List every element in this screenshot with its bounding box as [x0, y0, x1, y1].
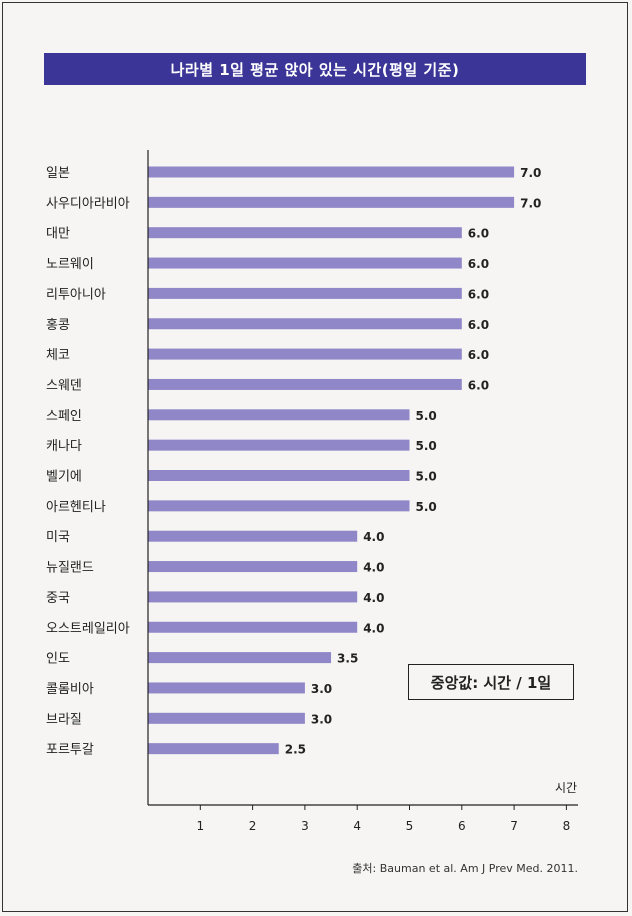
value-label: 4.0 [363, 591, 384, 605]
category-label: 미국 [46, 530, 70, 545]
category-label: 중국 [46, 591, 70, 606]
value-label: 7.0 [520, 166, 541, 180]
value-label: 6.0 [468, 348, 489, 362]
value-label: 4.0 [363, 621, 384, 635]
bar [148, 257, 462, 269]
bar [148, 682, 305, 694]
category-label: 뉴질랜드 [46, 561, 94, 576]
bar [148, 287, 462, 299]
x-tick-label: 7 [510, 819, 518, 833]
x-tick-label: 4 [353, 819, 361, 833]
chart-title: 나라별 1일 평균 앉아 있는 시간(평일 기준) [44, 53, 586, 85]
value-label: 7.0 [520, 196, 541, 210]
value-label: 6.0 [468, 318, 489, 332]
category-label: 체코 [46, 348, 70, 363]
bar [148, 166, 515, 178]
bar [148, 439, 410, 451]
x-tick-label: 1 [196, 819, 204, 833]
bar [148, 227, 462, 239]
bar [148, 591, 358, 603]
bar [148, 348, 462, 360]
x-tick-label: 6 [458, 819, 466, 833]
category-label: 아르헨티나 [46, 500, 106, 515]
value-label: 6.0 [468, 227, 489, 241]
value-labels-group: 7.0 7.0 6.0 6.0 6.0 6.0 6.0 6.0 5.0 5.0 5.0 5.0 4.0 4… [285, 166, 542, 757]
bar [148, 318, 462, 330]
category-label: 리투아니아 [46, 287, 106, 302]
x-axis-label: 시간 [555, 781, 577, 795]
source-citation: 출처: Bauman et al. Am J Prev Med. 2011. [352, 862, 578, 875]
value-label: 4.0 [363, 561, 384, 575]
value-label: 6.0 [468, 257, 489, 271]
category-label: 포르투갈 [46, 743, 94, 758]
value-label: 6.0 [468, 287, 489, 301]
category-label: 홍콩 [46, 318, 70, 333]
bar [148, 196, 515, 208]
category-label: 사우디아라비아 [46, 196, 130, 211]
bar [148, 409, 410, 421]
value-label: 5.0 [416, 500, 437, 514]
bar [148, 561, 358, 573]
bar [148, 530, 358, 542]
bar [148, 743, 279, 755]
value-label: 3.5 [337, 652, 358, 666]
category-label: 인도 [46, 652, 70, 667]
bar [148, 621, 358, 633]
category-label: 콜롬비아 [46, 682, 94, 697]
bar [148, 712, 305, 724]
category-label: 스페인 [46, 409, 82, 424]
value-label: 4.0 [363, 530, 384, 544]
value-label: 5.0 [416, 439, 437, 453]
value-label: 3.0 [311, 712, 332, 726]
category-label: 벨기에 [46, 470, 82, 485]
axis-group: 1 2 3 4 5 6 7 8 시간 [147, 150, 578, 833]
value-label: 6.0 [468, 378, 489, 392]
value-label: 5.0 [416, 409, 437, 423]
value-label: 5.0 [416, 470, 437, 484]
bar [148, 500, 410, 512]
median-note: 중앙값: 시간 / 1일 [408, 664, 574, 700]
x-tick-label: 2 [249, 819, 257, 833]
category-label: 노르웨이 [46, 257, 94, 272]
category-label: 캐나다 [46, 439, 82, 454]
bars-group [148, 166, 515, 755]
category-label: 오스트레일리아 [46, 621, 130, 636]
bar [148, 652, 332, 664]
category-label: 대만 [46, 227, 70, 242]
value-label: 3.0 [311, 682, 332, 696]
category-label: 브라질 [46, 712, 82, 727]
bar [148, 470, 410, 481]
category-labels-group: 일본사우디아라비아대만노르웨이리투아니아홍콩체코스웨덴스페인캐나다벨기에아르헨티… [46, 166, 130, 758]
category-label: 일본 [46, 166, 70, 181]
x-tick-label: 8 [563, 819, 571, 833]
category-label: 스웨덴 [46, 378, 82, 393]
bar [148, 378, 462, 390]
x-tick-label: 5 [406, 819, 414, 833]
x-tick-label: 3 [301, 819, 309, 833]
value-label: 2.5 [285, 743, 306, 757]
